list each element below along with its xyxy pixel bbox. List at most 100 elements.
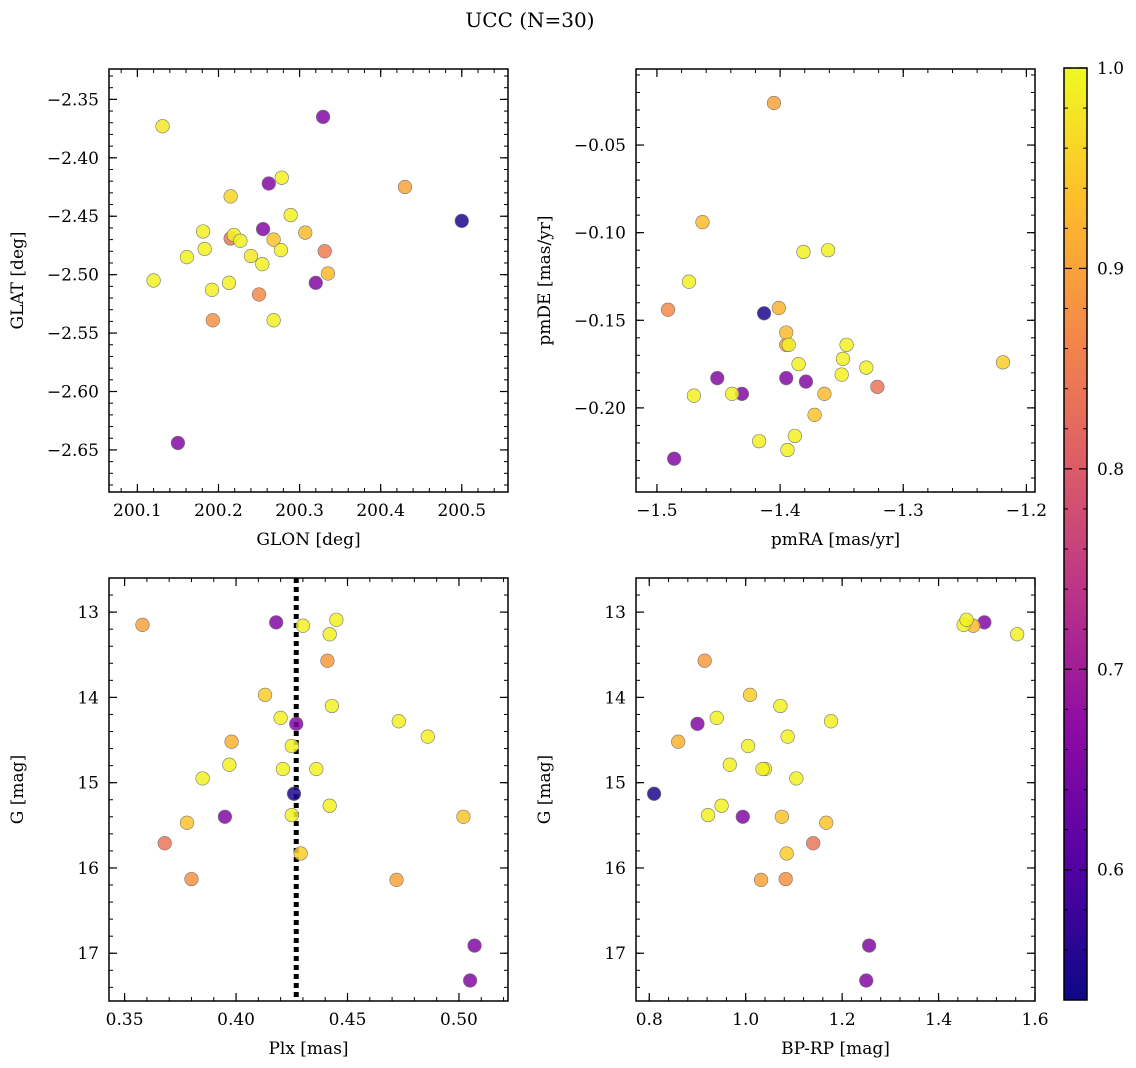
- y-tick-label: −2.65: [47, 441, 99, 461]
- scatter-point: [155, 119, 170, 134]
- scatter-point: [309, 761, 324, 777]
- scatter-point: [463, 973, 478, 988]
- panel-bottom-left: 0.35 0.40 0.45 0.50 13 14 15 16 17 Plx [mas] G [ma…: [8, 577, 509, 1059]
- scatter-point: [779, 371, 794, 386]
- scatter-point: [266, 232, 281, 247]
- scatter-point: [870, 379, 885, 394]
- x-tick-label: −1.4: [759, 501, 800, 521]
- x-tick-label: 200.3: [275, 501, 324, 521]
- scatter-point: [742, 687, 758, 702]
- y-tick-label: 14: [77, 688, 99, 708]
- y-tick-label: −2.55: [47, 324, 99, 344]
- scatter-point: [255, 221, 271, 237]
- scatter-point: [710, 371, 725, 386]
- scatter-point: [839, 337, 854, 352]
- y-tick-label: −2.45: [47, 207, 99, 227]
- x-tick-label: 200.1: [113, 501, 162, 521]
- scatter-point: [269, 615, 284, 630]
- x-tick-label: −1.5: [636, 501, 677, 521]
- scatter-point: [170, 435, 186, 451]
- scatter-point: [204, 282, 220, 297]
- y-tick-label: 15: [77, 774, 99, 794]
- scatter-point: [251, 287, 267, 302]
- scatter-point: [261, 176, 276, 191]
- y-tick-label: 15: [604, 774, 626, 794]
- colorbar-tick-label: 0.6: [1097, 861, 1124, 881]
- x-axis-label: pmRA [mas/yr]: [771, 530, 900, 550]
- scatter-point: [959, 612, 974, 627]
- x-tick-label: 0.50: [440, 1010, 478, 1030]
- scatter-point: [315, 109, 331, 125]
- scatter-point: [722, 757, 737, 772]
- scatter-point: [774, 809, 789, 824]
- axes-frame: [635, 577, 1036, 1002]
- x-tick-label: 0.35: [106, 1010, 144, 1030]
- y-tick-label: −0.20: [574, 399, 626, 419]
- scatter-point: [835, 351, 850, 366]
- colorbar-tick-label: 0.9: [1097, 259, 1124, 279]
- scatter-point: [266, 313, 281, 328]
- scatter-point: [752, 434, 767, 449]
- scatter-point: [274, 170, 289, 185]
- y-axis-label: G [mag]: [535, 755, 555, 824]
- x-axis-label: Plx [mas]: [268, 1039, 348, 1059]
- scatter-point: [771, 300, 786, 316]
- y-axis-label: GLAT [deg]: [8, 231, 28, 329]
- scatter-point: [195, 771, 210, 786]
- scatter-point: [709, 710, 724, 725]
- x-tick-label: 200.4: [356, 501, 405, 521]
- scatter-point: [735, 809, 750, 824]
- scatter-point: [389, 872, 404, 887]
- scatter-point: [766, 95, 782, 111]
- colorbar-gradient: [1063, 67, 1088, 1001]
- scatter-point: [391, 714, 406, 729]
- scatter-point: [686, 388, 701, 403]
- scatter-point: [823, 714, 839, 729]
- y-axis-label: pmDE [mas/yr]: [535, 215, 555, 345]
- scatter-point: [273, 243, 289, 258]
- scatter-point: [660, 302, 676, 317]
- scatter-point: [243, 248, 259, 264]
- scatter-point: [646, 786, 662, 801]
- y-tick-label: 17: [604, 944, 626, 964]
- x-tick-label: −1.3: [883, 501, 924, 521]
- y-tick-label: 16: [77, 859, 99, 879]
- y-tick-label: −0.15: [574, 311, 626, 331]
- y-tick-label: 16: [604, 859, 626, 879]
- y-axis-label: G [mag]: [8, 755, 28, 824]
- scatter-point: [756, 306, 772, 321]
- x-axis-label: GLON [deg]: [256, 530, 360, 550]
- scatter-point: [714, 798, 729, 813]
- scatter-point: [467, 938, 482, 953]
- scatter-point: [397, 179, 413, 195]
- scatter-point: [197, 241, 212, 257]
- x-tick-label: 1.2: [829, 1010, 856, 1030]
- x-tick-label: 0.40: [217, 1010, 255, 1030]
- scatter-point: [859, 973, 874, 988]
- scatter-point: [317, 244, 332, 259]
- scatter-point: [1010, 627, 1025, 642]
- scatter-point: [454, 213, 469, 229]
- x-tick-label: 200.2: [194, 501, 243, 521]
- scatter-point: [781, 337, 796, 352]
- y-tick-label: −2.35: [47, 90, 99, 110]
- scatter-point: [275, 761, 290, 777]
- scatter-point: [308, 275, 323, 290]
- scatter-point: [806, 836, 821, 851]
- scatter-point: [273, 710, 288, 725]
- x-tick-label: −1.2: [1006, 501, 1047, 521]
- scatter-point: [298, 225, 313, 240]
- scatter-point: [284, 738, 299, 754]
- scatter-point: [778, 871, 793, 887]
- scatter-point: [697, 653, 712, 668]
- scatter-point: [695, 215, 710, 230]
- scatter-point: [690, 716, 705, 731]
- scatter-point: [819, 815, 834, 830]
- panel-top-left: 200.1 200.2 200.3 200.4 200.5 −2.65 −2.60 −2.55…: [8, 68, 509, 550]
- scatter-point: [195, 224, 211, 239]
- axes-frame: [108, 577, 509, 1002]
- y-tick-label: −2.60: [47, 383, 99, 403]
- scatter-point: [724, 386, 740, 401]
- scatter-point: [295, 618, 311, 633]
- scatter-point: [667, 451, 682, 466]
